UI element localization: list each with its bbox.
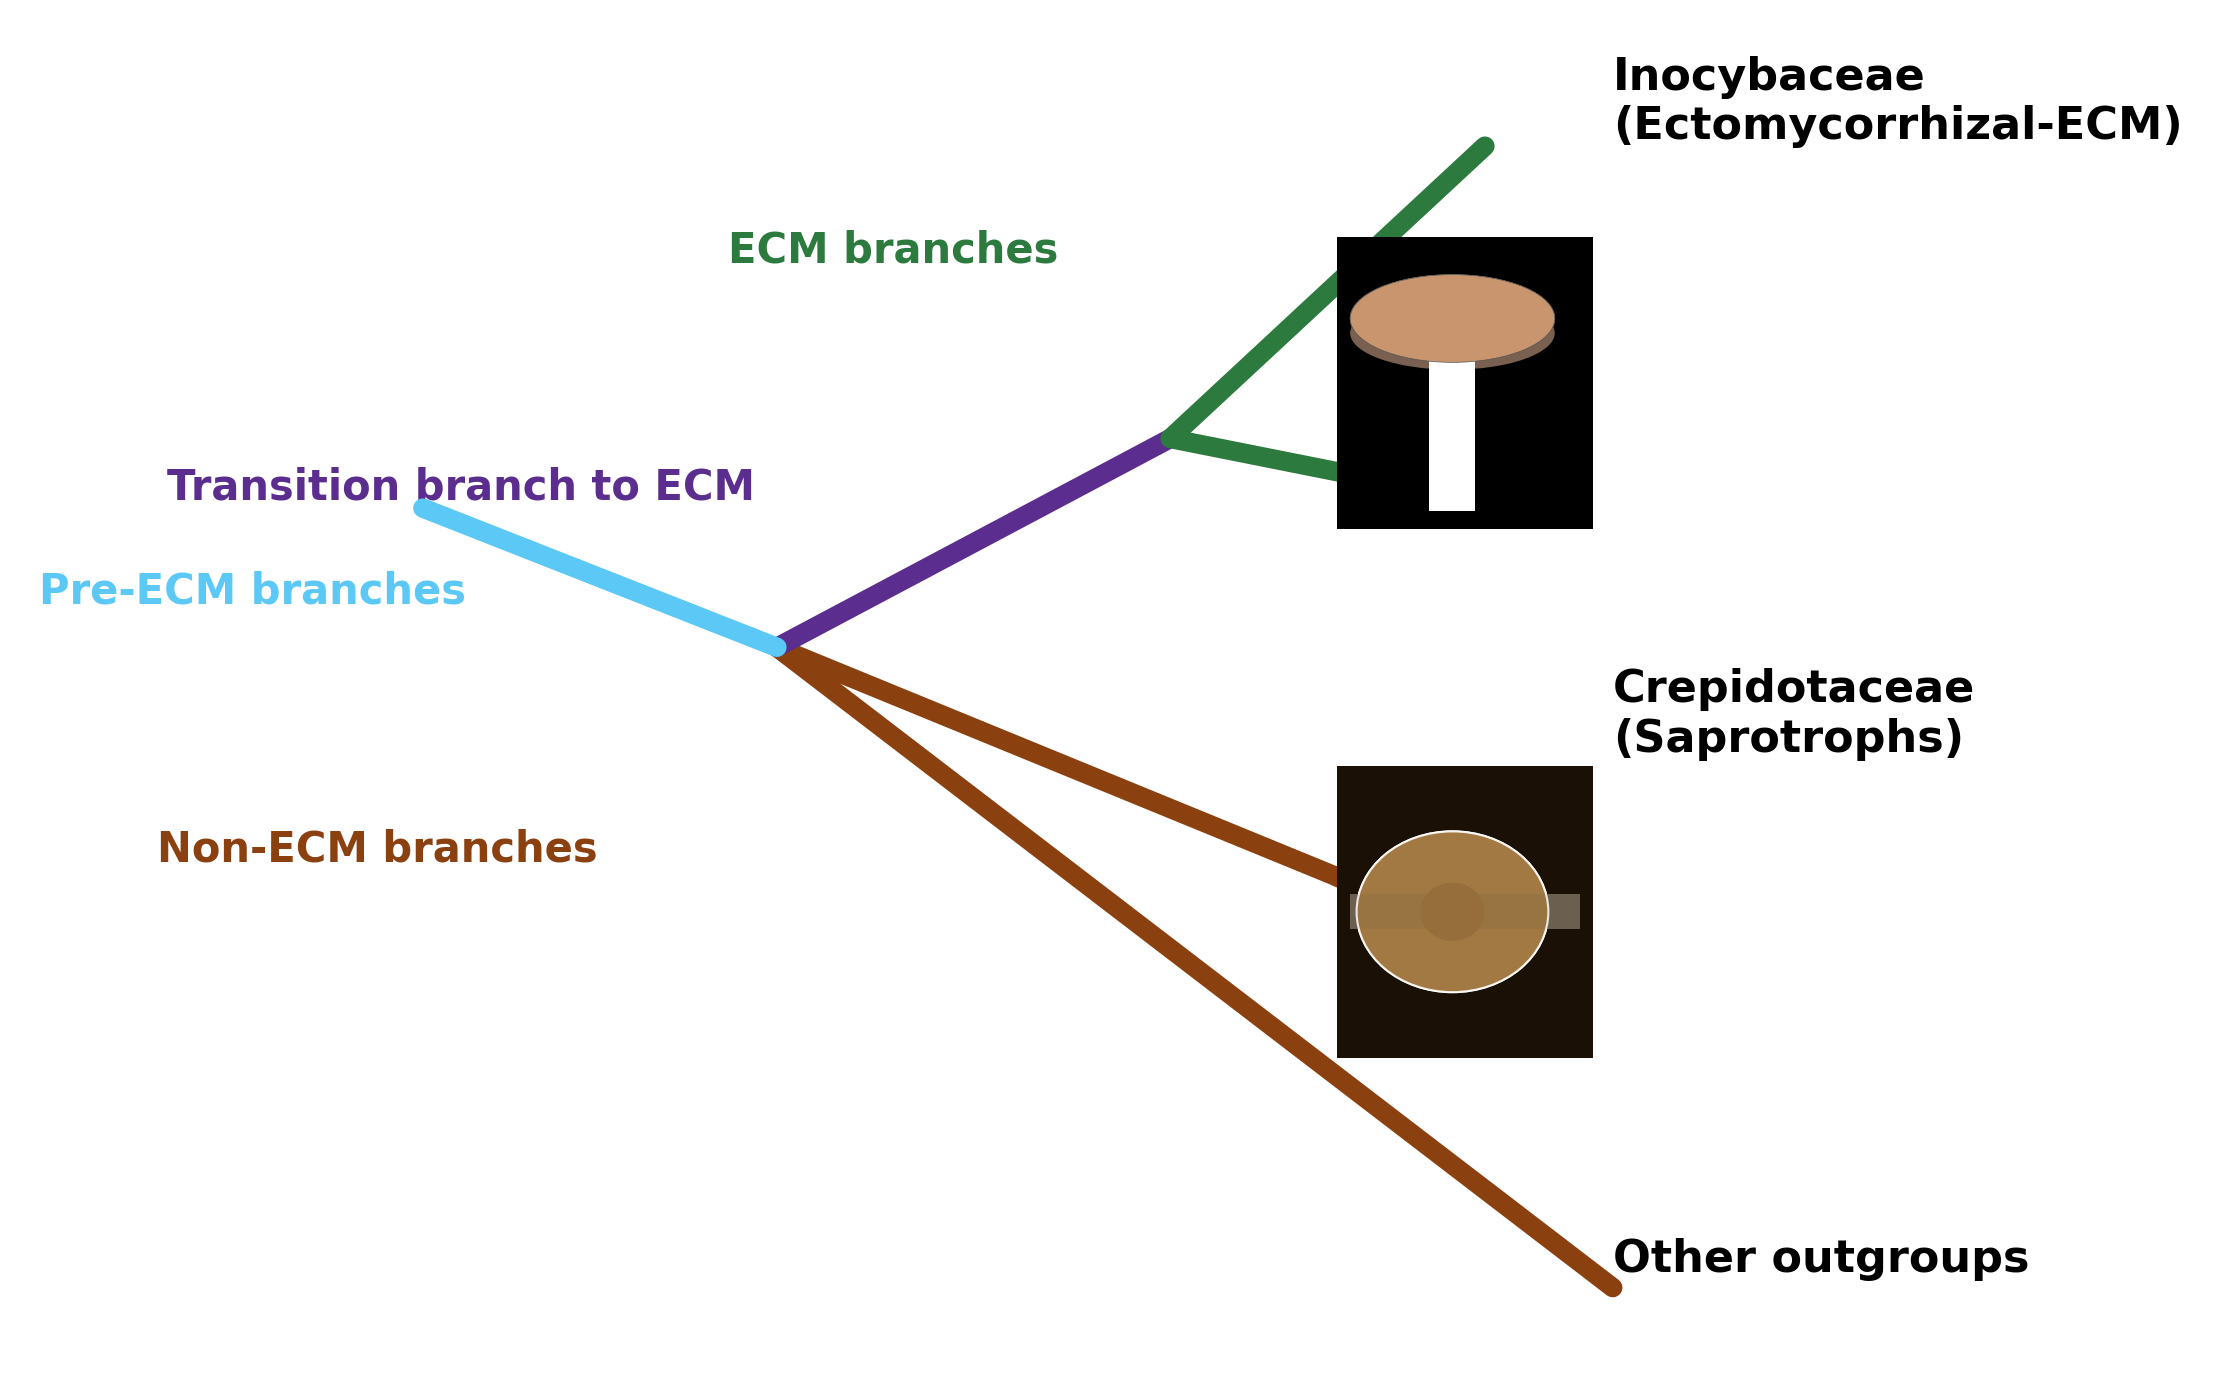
Text: Other outgroups: Other outgroups: [1614, 1239, 2030, 1281]
Bar: [1338, 237, 1594, 529]
Bar: [1351, 894, 1580, 930]
Text: ECM branches: ECM branches: [728, 230, 1057, 271]
Bar: [1338, 766, 1594, 1058]
Text: Crepidotaceae
(Saprotrophs): Crepidotaceae (Saprotrophs): [1614, 668, 1974, 761]
Ellipse shape: [1420, 883, 1485, 941]
Text: Non-ECM branches: Non-ECM branches: [158, 828, 599, 870]
Ellipse shape: [1351, 296, 1554, 370]
Ellipse shape: [1356, 831, 1549, 992]
Ellipse shape: [1351, 274, 1554, 362]
Ellipse shape: [1351, 274, 1554, 362]
Text: Inocybaceae
(Ectomycorrhizal-ECM): Inocybaceae (Ectomycorrhizal-ECM): [1614, 56, 2181, 149]
Bar: [1429, 342, 1476, 511]
Text: Transition branch to ECM: Transition branch to ECM: [167, 466, 755, 508]
Ellipse shape: [1356, 831, 1549, 992]
Text: Pre-ECM branches: Pre-ECM branches: [40, 571, 465, 612]
